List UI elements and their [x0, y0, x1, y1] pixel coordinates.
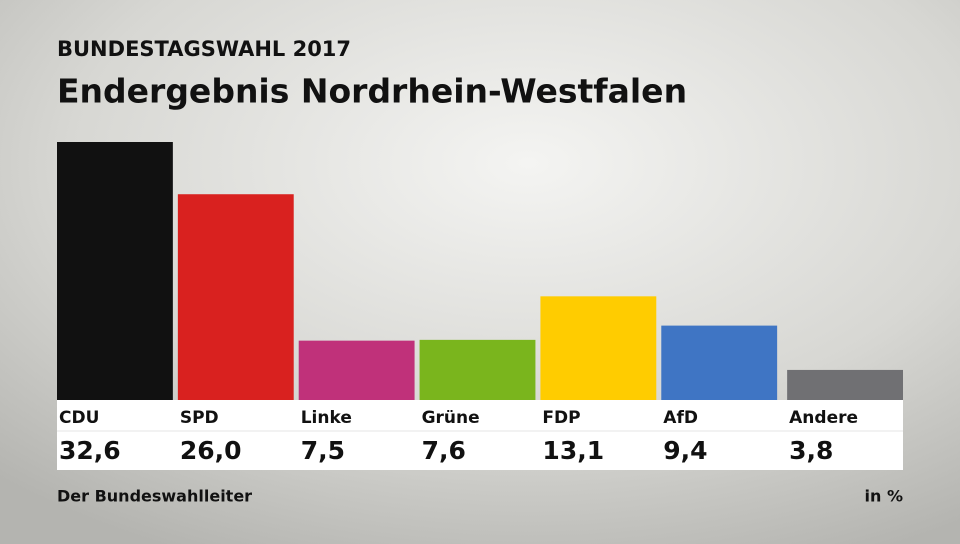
value-label: 7,6: [422, 436, 466, 465]
chart-title: Endergebnis Nordrhein-Westfalen: [57, 72, 687, 111]
category-label: AfD: [663, 408, 698, 428]
category-label: FDP: [542, 408, 580, 428]
bar: [787, 369, 903, 400]
category-label: SPD: [180, 408, 219, 428]
value-label: 13,1: [542, 436, 604, 465]
chart-subtitle: BUNDESTAGSWAHL 2017: [57, 37, 351, 61]
bar: [57, 142, 173, 400]
category-label: Grüne: [422, 408, 480, 428]
unit: in %: [865, 487, 903, 506]
bar: [540, 296, 657, 400]
label-panel: [57, 400, 903, 470]
source: Der Bundeswahlleiter: [57, 487, 252, 506]
bar: [419, 339, 536, 400]
category-label: Andere: [789, 408, 858, 428]
bar: [661, 325, 778, 400]
value-label: 7,5: [301, 436, 345, 465]
value-label: 32,6: [59, 436, 121, 465]
value-label: 26,0: [180, 436, 242, 465]
bar: [177, 194, 294, 400]
value-label: 3,8: [789, 436, 833, 465]
value-label: 9,4: [663, 436, 707, 465]
category-label: Linke: [301, 408, 352, 428]
bar: [298, 340, 415, 400]
category-label: CDU: [59, 408, 99, 428]
